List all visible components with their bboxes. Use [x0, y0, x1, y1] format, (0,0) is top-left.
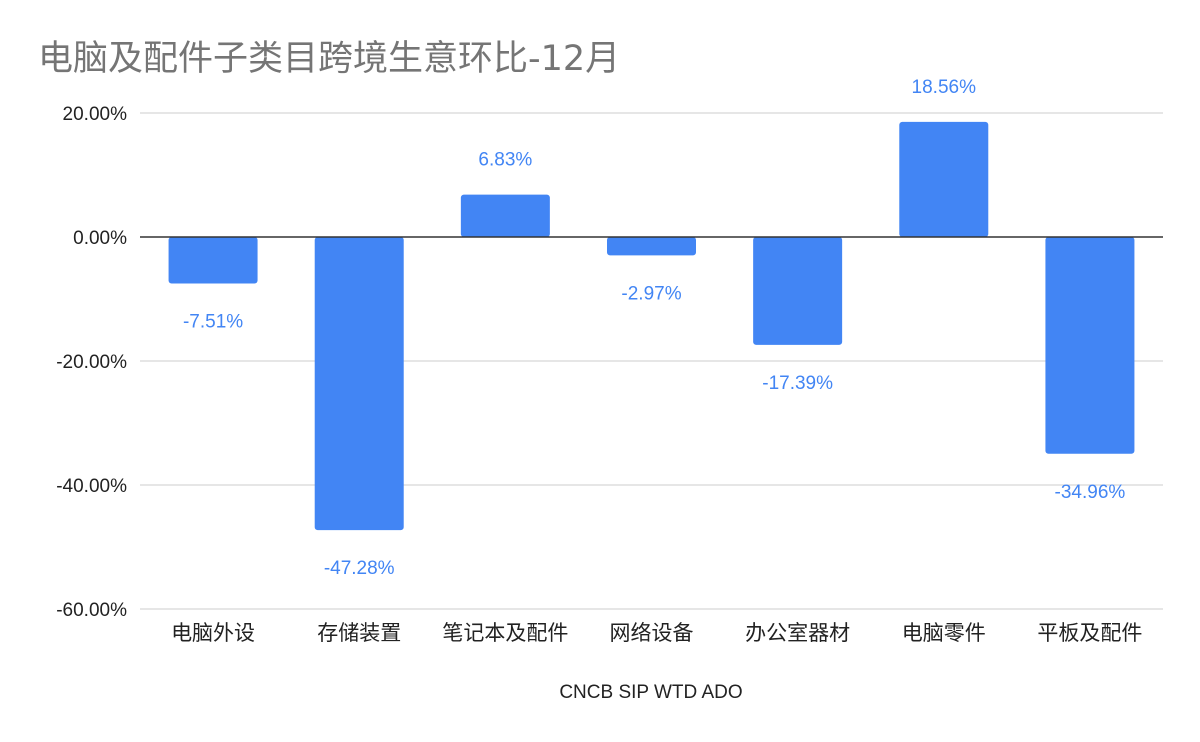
- y-axis-tick-labels: 20.00% 0.00% -20.00% -40.00% -60.00%: [56, 104, 127, 621]
- bar: [753, 237, 843, 345]
- grid-lines: [140, 112, 1163, 610]
- data-label: -47.28%: [324, 558, 395, 579]
- data-label: 18.56%: [912, 77, 977, 98]
- category-label: 存储装置: [317, 621, 401, 645]
- data-label: 6.83%: [478, 150, 532, 171]
- x-axis-category-labels: 电脑外设 存储装置 笔记本及配件 网络设备 办公室器材 电脑零件 平板及配件: [171, 621, 1142, 645]
- y-tick-label: -20.00%: [56, 352, 127, 373]
- data-label: -2.97%: [621, 283, 681, 304]
- bar: [460, 194, 550, 237]
- data-label: -34.96%: [1055, 482, 1126, 503]
- bar: [1045, 237, 1135, 454]
- bar: [899, 121, 989, 237]
- data-label: -7.51%: [183, 312, 243, 333]
- category-label: 网络设备: [610, 621, 694, 645]
- category-label: 办公室器材: [745, 621, 850, 645]
- category-label: 平板及配件: [1037, 621, 1142, 645]
- x-axis-title: CNCB SIP WTD ADO: [559, 682, 742, 703]
- category-label: 笔记本及配件: [442, 621, 568, 645]
- data-labels: -7.51% -47.28% 6.83% -2.97% -17.39% 18.56% -34…: [183, 77, 1125, 579]
- y-tick-label: 20.00%: [63, 104, 128, 125]
- y-tick-label: -60.00%: [56, 600, 127, 621]
- data-label: -17.39%: [762, 373, 833, 394]
- bar: [314, 237, 404, 531]
- bars: [168, 121, 1135, 531]
- bar: [168, 237, 258, 284]
- bar: [607, 237, 696, 256]
- category-label: 电脑零件: [902, 621, 986, 645]
- chart-title: 电脑及配件子类目跨境生意环比-12月: [38, 39, 621, 79]
- y-tick-label: -40.00%: [56, 476, 127, 497]
- y-tick-label: 0.00%: [73, 228, 127, 249]
- category-label: 电脑外设: [171, 621, 255, 645]
